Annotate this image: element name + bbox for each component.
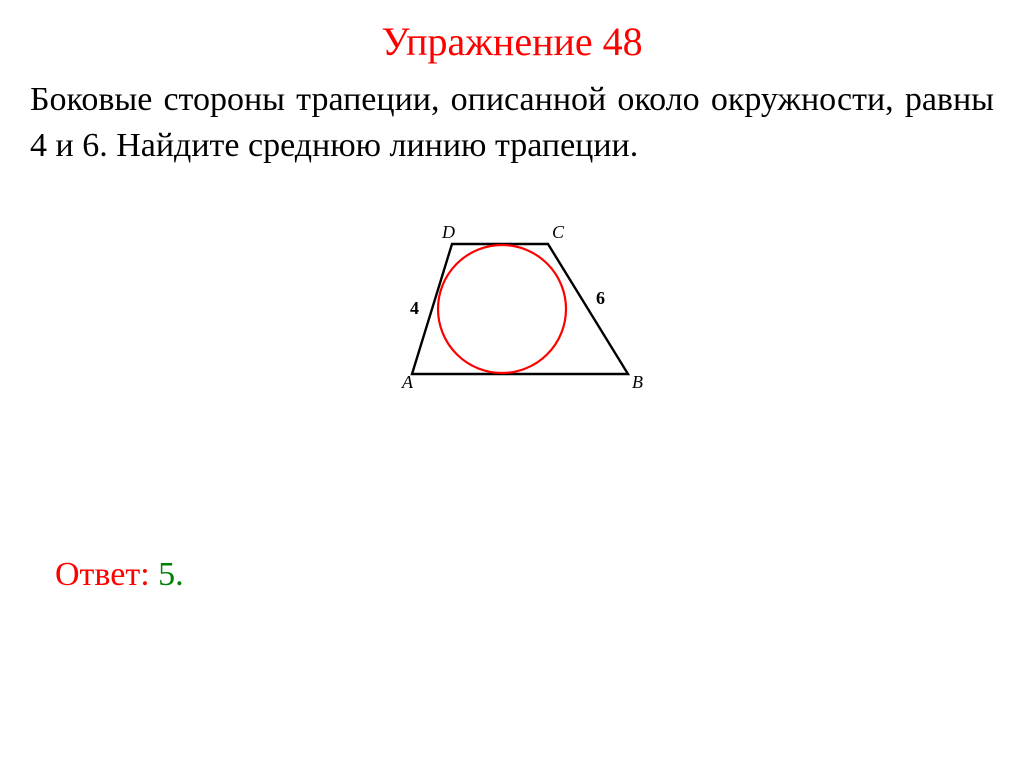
answer-value: 5. <box>150 556 184 593</box>
vertex-label-A: A <box>401 372 414 392</box>
inscribed-circle <box>438 245 566 373</box>
trapezoid-circle-diagram: A B C D 4 6 <box>352 204 672 404</box>
answer-label: Ответ: <box>55 556 150 593</box>
vertex-label-C: C <box>552 222 565 242</box>
trapezoid-shape <box>412 244 628 374</box>
side-label-4: 4 <box>410 298 419 318</box>
exercise-title: Упражнение 48 <box>0 18 1024 65</box>
answer-line: Ответ: 5. <box>55 556 184 594</box>
exercise-page: Упражнение 48 Боковые стороны трапеции, … <box>0 18 1024 767</box>
problem-statement: Боковые стороны трапеции, описанной окол… <box>0 77 1024 169</box>
vertex-label-D: D <box>441 222 455 242</box>
side-label-6: 6 <box>596 288 605 308</box>
vertex-label-B: B <box>632 372 643 392</box>
